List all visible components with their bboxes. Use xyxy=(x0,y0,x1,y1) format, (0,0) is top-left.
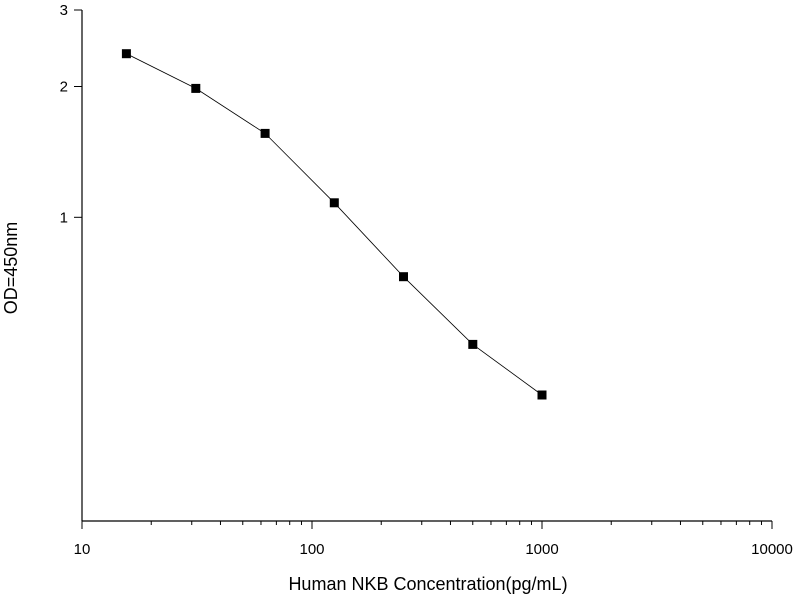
data-point xyxy=(399,272,408,282)
axes xyxy=(81,10,772,522)
data-point xyxy=(260,128,270,138)
y-tick-label: 2 xyxy=(60,79,68,96)
x-tick-label: 1000 xyxy=(525,541,558,558)
y-tick-label: 3 xyxy=(60,2,68,19)
y-axis-title: OD=450nm xyxy=(1,222,21,315)
y-tick-label: 1 xyxy=(60,209,68,226)
data-point xyxy=(121,49,131,59)
x-tick-label: 10000 xyxy=(751,541,793,558)
data-point xyxy=(191,83,201,93)
data-point xyxy=(468,339,478,349)
x-axis-title: Human NKB Concentration(pg/mL) xyxy=(288,574,567,594)
series-line xyxy=(126,53,543,396)
ticks: 10 100 1000 10000 1 2 3 xyxy=(60,2,793,558)
x-tick-label: 10 xyxy=(74,541,91,558)
data-point xyxy=(537,390,547,400)
data-point xyxy=(329,198,339,208)
series xyxy=(121,49,547,400)
x-tick-label: 100 xyxy=(299,541,324,558)
